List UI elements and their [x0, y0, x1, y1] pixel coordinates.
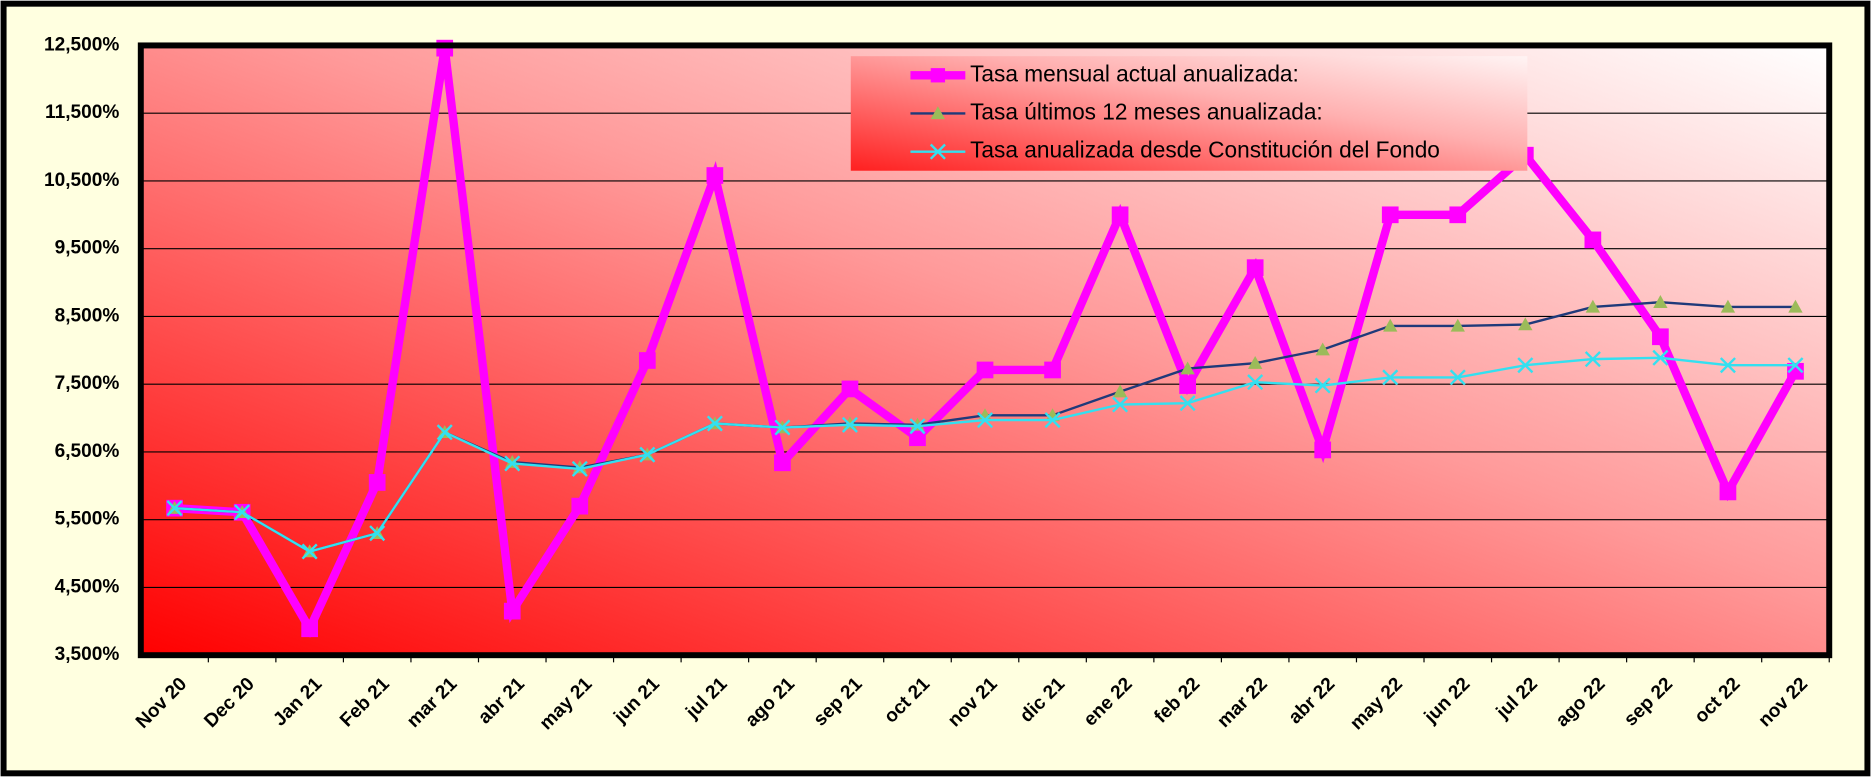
point [1719, 483, 1737, 501]
point [369, 525, 386, 542]
point [1044, 361, 1061, 379]
point [1450, 318, 1465, 332]
point [1248, 356, 1263, 369]
point [572, 460, 587, 474]
point [1787, 362, 1804, 380]
point [1652, 349, 1669, 366]
point [909, 429, 926, 447]
point [1449, 369, 1466, 386]
point [234, 504, 251, 521]
y-tick-label: 5,500% [55, 509, 120, 530]
point [976, 361, 994, 379]
point [977, 412, 994, 429]
point [1652, 328, 1669, 346]
point [1719, 357, 1736, 374]
point [1247, 374, 1264, 391]
point [301, 620, 318, 638]
point [1518, 317, 1533, 331]
point [1315, 342, 1330, 356]
point [1381, 206, 1399, 224]
point [909, 418, 926, 435]
point [1112, 384, 1128, 398]
point [639, 446, 656, 463]
y-tick-label: 3,500% [55, 644, 120, 665]
y-tick-label: 10,500% [44, 170, 119, 191]
point [1246, 259, 1264, 277]
point [1044, 412, 1061, 429]
point [503, 602, 521, 620]
point [1314, 441, 1332, 459]
y-tick-label: 12,500% [44, 34, 119, 55]
legend-label: Tasa anualizada desde Constitución del F… [970, 137, 1440, 163]
point [436, 424, 453, 441]
point [1180, 361, 1195, 375]
y-tick-label: 6,500% [55, 441, 120, 462]
point [1314, 377, 1331, 394]
point [1584, 351, 1601, 368]
point [841, 380, 859, 398]
point [841, 416, 858, 433]
marker [930, 68, 946, 83]
point [1382, 369, 1399, 386]
legend: Tasa mensual actual anualizada: Tasa últi… [850, 56, 1528, 171]
point [774, 454, 791, 472]
point [571, 497, 589, 515]
point [571, 460, 588, 477]
y-tick-label: 9,500% [55, 238, 120, 259]
point [638, 352, 656, 369]
point [1653, 295, 1668, 308]
point [1383, 318, 1398, 332]
legend-label: Tasa últimos 12 meses anualizada: [970, 98, 1323, 124]
point [706, 167, 724, 184]
point [1787, 357, 1804, 374]
y-tick-label: 8,500% [55, 305, 120, 326]
y-tick-label: 7,500% [55, 373, 120, 394]
point [1584, 231, 1602, 249]
point [1111, 206, 1129, 224]
point [1112, 396, 1129, 413]
point [301, 543, 318, 560]
point [1517, 357, 1534, 374]
y-tick-label: 4,500% [55, 576, 120, 597]
point [1585, 299, 1601, 313]
point [1449, 206, 1467, 224]
point [706, 415, 723, 432]
point [368, 474, 386, 491]
legend-label: Tasa mensual actual anualizada: [970, 60, 1299, 86]
marker [929, 143, 946, 160]
point [504, 455, 521, 472]
plot-border [137, 42, 1833, 659]
point [1179, 377, 1196, 394]
point [166, 500, 183, 517]
point [1720, 299, 1736, 313]
point [1179, 395, 1196, 412]
point [774, 419, 791, 436]
point [910, 417, 925, 431]
marker [930, 106, 946, 120]
point [1788, 299, 1803, 313]
y-tick-label: 11,500% [45, 102, 119, 123]
